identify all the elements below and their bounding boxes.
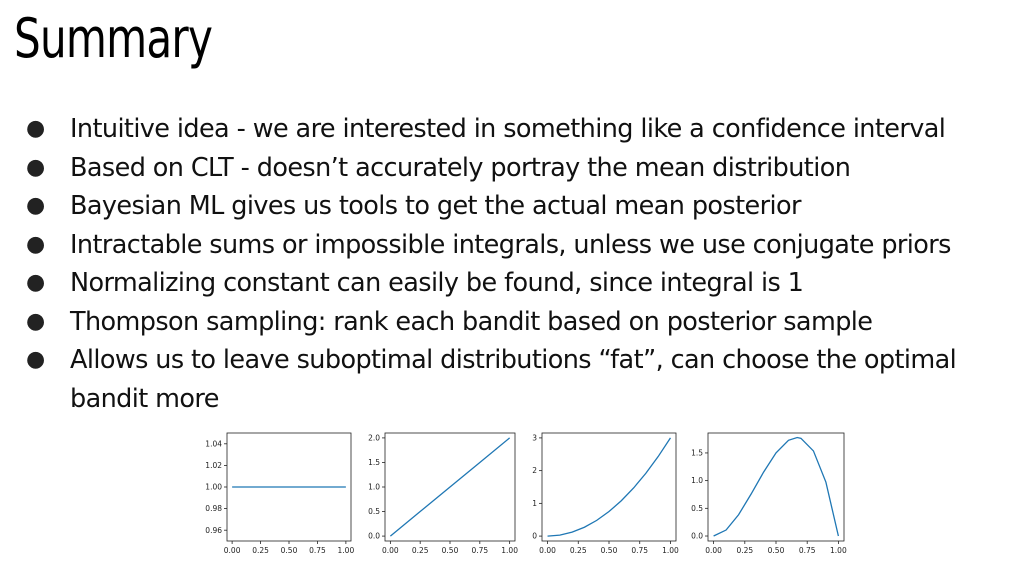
- series-line: [713, 436, 840, 537]
- y-tick-label: 2.0: [368, 434, 380, 443]
- bullet-text: Bayesian ML gives us tools to get the ac…: [70, 191, 801, 221]
- x-tick-label: 0.00: [224, 546, 241, 555]
- y-tick-label: 2: [532, 466, 537, 475]
- y-tick-label: 1.02: [205, 461, 222, 470]
- beta-distribution-plots: 0.960.981.001.021.040.00 0.25 0.50 0.75 1.00…: [205, 432, 847, 555]
- bullet-dot-icon: ●: [26, 231, 45, 257]
- y-tick-label: 1: [532, 499, 537, 508]
- plot-1: 0.96 0.98 1.00 1.02 1.04 0.00 0.25 0.50 0.75 1.00: [205, 432, 355, 555]
- bullet-item: ● Allows us to leave suboptimal distribut…: [26, 341, 1016, 418]
- x-tick-label: 0.25: [252, 546, 269, 555]
- bullet-text: Thompson sampling: rank each bandit base…: [70, 306, 873, 337]
- y-tick-label: 0.5: [691, 504, 703, 513]
- plot-2: 0.0 0.5 1.0 1.5 2.0 0.00 0.25 0.50 0.75 1.00: [368, 432, 518, 555]
- bullet-text: Allows us to leave suboptimal distributi…: [70, 345, 957, 414]
- x-tick-label: 1.00: [830, 546, 847, 555]
- bullet-dot-icon: ●: [26, 347, 45, 372]
- y-tick-label: 0: [532, 532, 537, 541]
- x-tick-label: 0.75: [309, 546, 326, 555]
- x-tick-label: 0.00: [539, 546, 556, 555]
- x-tick-label: 1.00: [338, 546, 355, 555]
- y-tick-label: 0.98: [205, 504, 222, 513]
- bullet-text: Normalizing constant can easily be found…: [70, 268, 804, 298]
- x-tick-label: 0.50: [601, 546, 618, 555]
- y-tick-label: 1.0: [368, 483, 380, 492]
- bullet-item: ● Normalizing constant can easily be foun…: [26, 264, 1016, 303]
- x-tick-label: 0.00: [382, 546, 399, 555]
- y-tick-label: 3: [532, 434, 537, 443]
- x-tick-label: 0.50: [281, 546, 298, 555]
- bullet-dot-icon: ●: [26, 154, 45, 180]
- bullet-text: Intractable sums or impossible integrals…: [70, 229, 951, 260]
- plot-frame: [541, 432, 677, 542]
- x-tick-label: 0.50: [442, 546, 459, 555]
- bullet-text: Based on CLT - doesn’t accurately portra…: [70, 152, 851, 183]
- bullet-item: ● Intractable sums or impossible integral…: [26, 226, 1016, 265]
- series-line: [389, 437, 511, 537]
- x-tick-label: 0.25: [570, 546, 587, 555]
- y-tick-label: 0.5: [368, 507, 380, 516]
- series-line: [547, 437, 672, 537]
- bullet-list: ● Intuitive idea - we are interested in s…: [26, 110, 1016, 418]
- x-tick-label: 1.00: [501, 546, 518, 555]
- bullet-text: Intuitive idea - we are interested in so…: [70, 114, 946, 144]
- x-tick-label: 0.75: [799, 546, 816, 555]
- x-tick-label: 0.75: [631, 546, 648, 555]
- x-tick-label: 1.00: [662, 546, 679, 555]
- y-tick-label: 0.0: [368, 532, 380, 541]
- x-tick-label: 0.00: [705, 546, 722, 555]
- x-tick-label: 0.25: [736, 546, 753, 555]
- y-tick-label: 0.96: [205, 526, 222, 535]
- bullet-dot-icon: ●: [26, 270, 45, 295]
- bullet-dot-icon: ●: [26, 116, 45, 141]
- bullet-dot-icon: ●: [26, 308, 45, 334]
- y-tick-label: 1.00: [205, 483, 222, 492]
- y-tick-label: 1.5: [691, 449, 703, 458]
- bullet-item: ● Based on CLT - doesn’t accurately portr…: [26, 149, 1016, 188]
- x-tick-label: 0.50: [768, 546, 785, 555]
- y-tick-label: 0.0: [691, 532, 703, 541]
- x-tick-label: 0.75: [471, 546, 488, 555]
- slide-title: Summary: [14, 7, 213, 70]
- y-tick-label: 1.0: [691, 476, 703, 485]
- bullet-item: ● Intuitive idea - we are interested in s…: [26, 110, 1016, 149]
- y-tick-label: 1.5: [368, 458, 380, 467]
- plot-frame: [707, 432, 845, 542]
- plot-3: 0 1 2 3 0.00 0.25 0.50 0.75 1.00: [532, 432, 679, 555]
- bullet-dot-icon: ●: [26, 193, 45, 218]
- plot-4: 0.0 0.5 1.0 1.5 0.00 0.25 0.50 0.75 1.00: [691, 432, 847, 555]
- bullet-item: ● Bayesian ML gives us tools to get the a…: [26, 187, 1016, 226]
- bullet-item: ● Thompson sampling: rank each bandit bas…: [26, 303, 1016, 342]
- x-tick-label: 0.25: [412, 546, 429, 555]
- y-tick-label: 1.04: [205, 439, 222, 448]
